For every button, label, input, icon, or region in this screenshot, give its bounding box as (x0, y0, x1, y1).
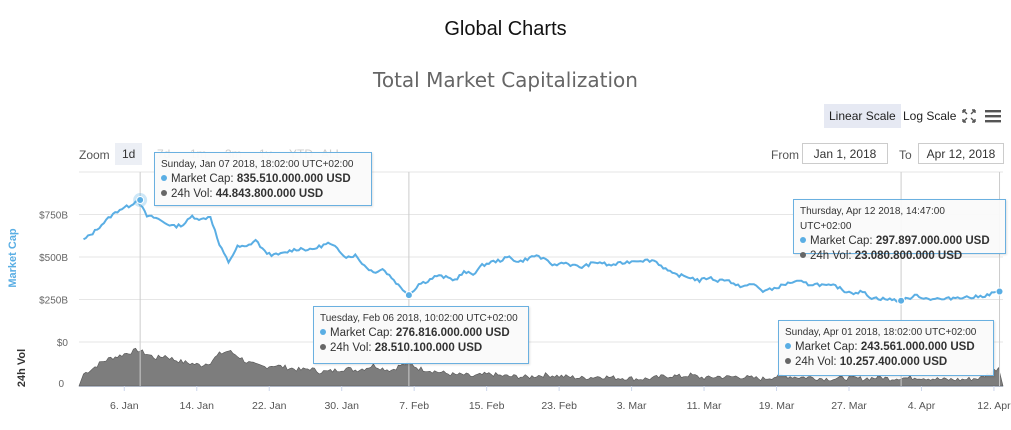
y-axis-title: Market Cap (7, 228, 19, 288)
x-tick-label: 22. Jan (252, 400, 287, 412)
tooltip-date: Sunday, Jan 07 2018, 18:02:00 UTC+02:00 (161, 159, 354, 170)
page-title: Global Charts (444, 18, 567, 40)
hamburger-icon[interactable] (984, 107, 1002, 125)
x-tick-label: 4. Apr (908, 400, 936, 412)
tooltip-label: Market Cap: (330, 327, 393, 339)
tooltip-label: Market Cap: (810, 235, 873, 247)
tooltip-feb06: Tuesday, Feb 06 2018, 10:02:00 UTC+02:00… (313, 306, 529, 364)
x-tick-label: 3. Mar (617, 400, 647, 412)
market-cap-dot-icon (320, 329, 326, 335)
expand-icon[interactable] (960, 107, 978, 125)
tooltip-label: 24h Vol: (171, 188, 213, 200)
x-tick-label: 11. Mar (687, 400, 722, 412)
tooltip-market-cap: 835.510.000.000 USD (236, 173, 351, 185)
tooltip-apr01: Sunday, Apr 01 2018, 18:02:00 UTC+02:00 … (778, 320, 994, 376)
volume-axis-title: 24h Vol (16, 349, 28, 387)
tooltip-volume: 28.510.100.000 USD (374, 342, 483, 354)
y-tick-label: $500B (39, 253, 68, 264)
zoom-1d-button[interactable]: 1d (115, 143, 143, 165)
x-axis-ticks: 6. Jan 14. Jan 22. Jan 30. Jan 7. Feb 15. Feb… (110, 386, 1011, 412)
tooltip-date: Sunday, Apr 01 2018, 18:02:00 UTC+02:00 (785, 327, 977, 338)
tooltip-market-cap: 297.897.000.000 USD (875, 235, 990, 247)
tooltip-label: 24h Vol: (810, 250, 852, 262)
x-tick-label: 14. Jan (180, 400, 215, 412)
y-axis-ticks: $0 $250B $500B $750B (39, 211, 68, 350)
zoom-label: Zoom (79, 148, 110, 162)
tooltip-market-cap: 243.561.000.000 USD (860, 341, 975, 353)
x-tick-label: 30. Jan (324, 400, 359, 412)
tooltip-label: Market Cap: (795, 341, 858, 353)
hover-point (404, 291, 413, 300)
tooltip-volume: 10.257.400.000 USD (839, 356, 948, 368)
market-cap-dot-icon (785, 343, 791, 349)
market-cap-dot-icon (800, 237, 806, 243)
tooltip-label: 24h Vol: (330, 342, 372, 354)
x-tick-label: 23. Feb (541, 400, 577, 412)
volume-dot-icon (320, 344, 326, 350)
volume-area (78, 347, 1004, 387)
volume-series (78, 347, 1004, 387)
y-tick-label: $0 (57, 338, 69, 349)
hover-point (995, 287, 1004, 296)
from-date-input[interactable]: Jan 1, 2018 (802, 143, 888, 164)
hover-point (136, 196, 145, 205)
volume-dot-icon (785, 358, 791, 364)
x-tick-label: 27. Mar (831, 400, 867, 412)
tooltip-label: 24h Vol: (795, 356, 837, 368)
tooltip-date: Tuesday, Feb 06 2018, 10:02:00 UTC+02:00 (320, 313, 518, 324)
from-label: From (771, 148, 799, 162)
tooltip-volume: 44.843.800.000 USD (215, 188, 324, 200)
volume-dot-icon (161, 190, 167, 196)
chart-title: Total Market Capitalization (373, 68, 638, 92)
hover-point (897, 296, 906, 305)
market-cap-series (83, 200, 999, 303)
x-tick-label: 15. Feb (469, 400, 505, 412)
tooltip-jan07: Sunday, Jan 07 2018, 18:02:00 UTC+02:00 … (154, 152, 372, 206)
volume-tick-label: 0 (58, 379, 64, 390)
tooltip-apr12: Thursday, Apr 12 2018, 14:47:00 UTC+02:0… (793, 199, 1006, 262)
market-cap-dot-icon (161, 175, 167, 181)
y-tick-label: $250B (39, 296, 68, 307)
x-tick-label: 7. Feb (399, 400, 429, 412)
tooltip-volume: 23.080.800.000 USD (854, 250, 963, 262)
y-tick-label: $750B (39, 211, 68, 222)
volume-dot-icon (800, 252, 806, 258)
x-tick-label: 12. Apr (977, 400, 1011, 412)
market-cap-line (83, 200, 999, 303)
linear-scale-button[interactable]: Linear Scale (824, 104, 901, 128)
x-tick-label: 19. Mar (759, 400, 795, 412)
to-date-input[interactable]: Apr 12, 2018 (918, 143, 1004, 164)
tooltip-date: Thursday, Apr 12 2018, 14:47:00 UTC+02:0… (800, 206, 945, 232)
tooltip-label: Market Cap: (171, 173, 234, 185)
tooltip-market-cap: 276.816.000.000 USD (395, 327, 510, 339)
x-tick-label: 6. Jan (110, 400, 139, 412)
log-scale-button[interactable]: Log Scale (903, 109, 957, 123)
to-label: To (899, 148, 912, 162)
